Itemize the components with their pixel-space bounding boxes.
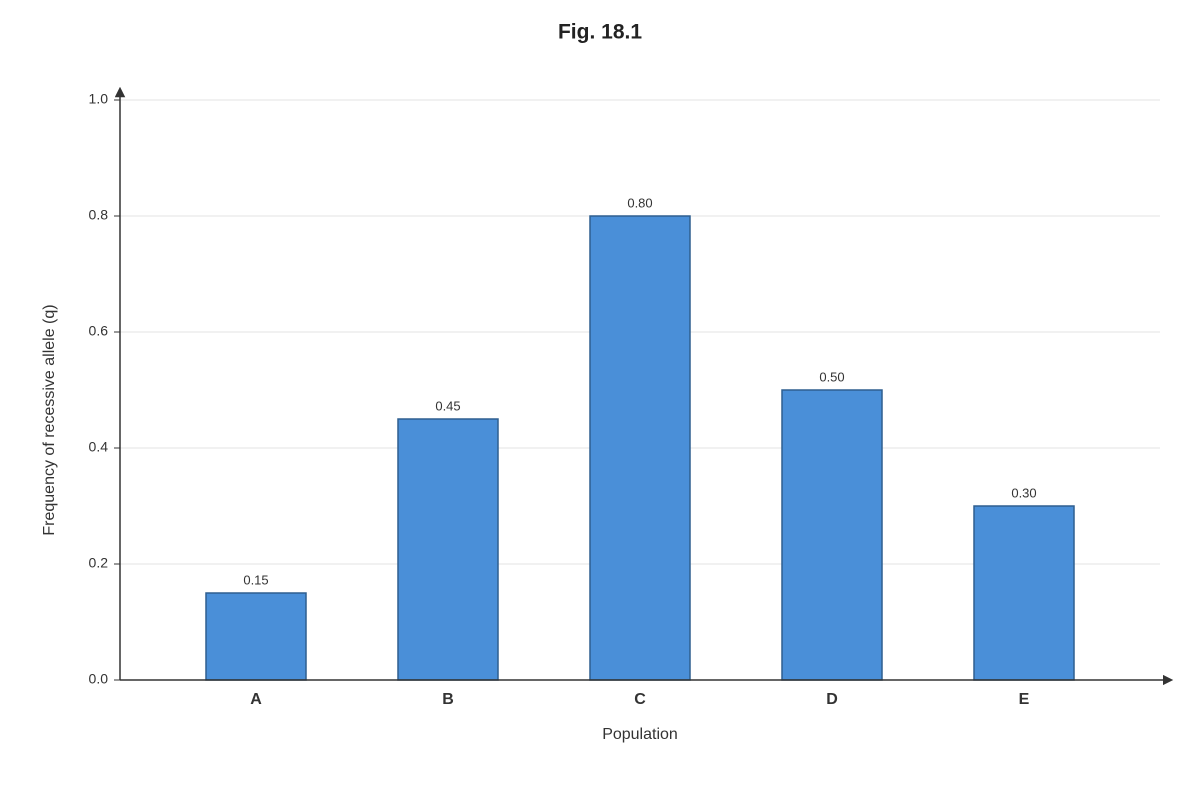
bar (589, 215, 691, 681)
x-tick-label: B (442, 691, 454, 708)
y-tick-label: 0.2 (89, 555, 109, 571)
y-tick-label: 0.8 (89, 207, 109, 223)
y-tick-label: 0.6 (89, 323, 109, 339)
value-label: 0.50 (819, 369, 844, 384)
value-label: 0.45 (435, 398, 460, 413)
plot-area: A 0.15 B 0.45 C 0.80 D 0.50 E 0.30 (205, 195, 1075, 708)
value-label: 0.80 (627, 195, 652, 210)
chart-title: Fig. 18.1 (558, 21, 642, 44)
y-tick-label: 0.4 (89, 439, 109, 455)
value-label: 0.15 (243, 572, 268, 587)
bar (973, 505, 1075, 681)
bar (397, 418, 499, 681)
y-tick-label: 0.0 (89, 671, 109, 687)
y-axis-label: Frequency of recessive allele (q) (41, 304, 58, 535)
grid: 0.0 0.2 0.4 0.6 0.8 1.0 (89, 91, 1160, 687)
value-label: 0.30 (1011, 485, 1036, 500)
x-tick-label: E (1019, 691, 1030, 708)
bar (205, 592, 307, 681)
y-tick-label: 1.0 (89, 91, 109, 107)
x-tick-label: A (250, 691, 262, 708)
bar (781, 389, 883, 681)
x-tick-label: D (826, 691, 838, 708)
x-axis-label: Population (602, 726, 678, 743)
x-tick-label: C (634, 691, 646, 708)
